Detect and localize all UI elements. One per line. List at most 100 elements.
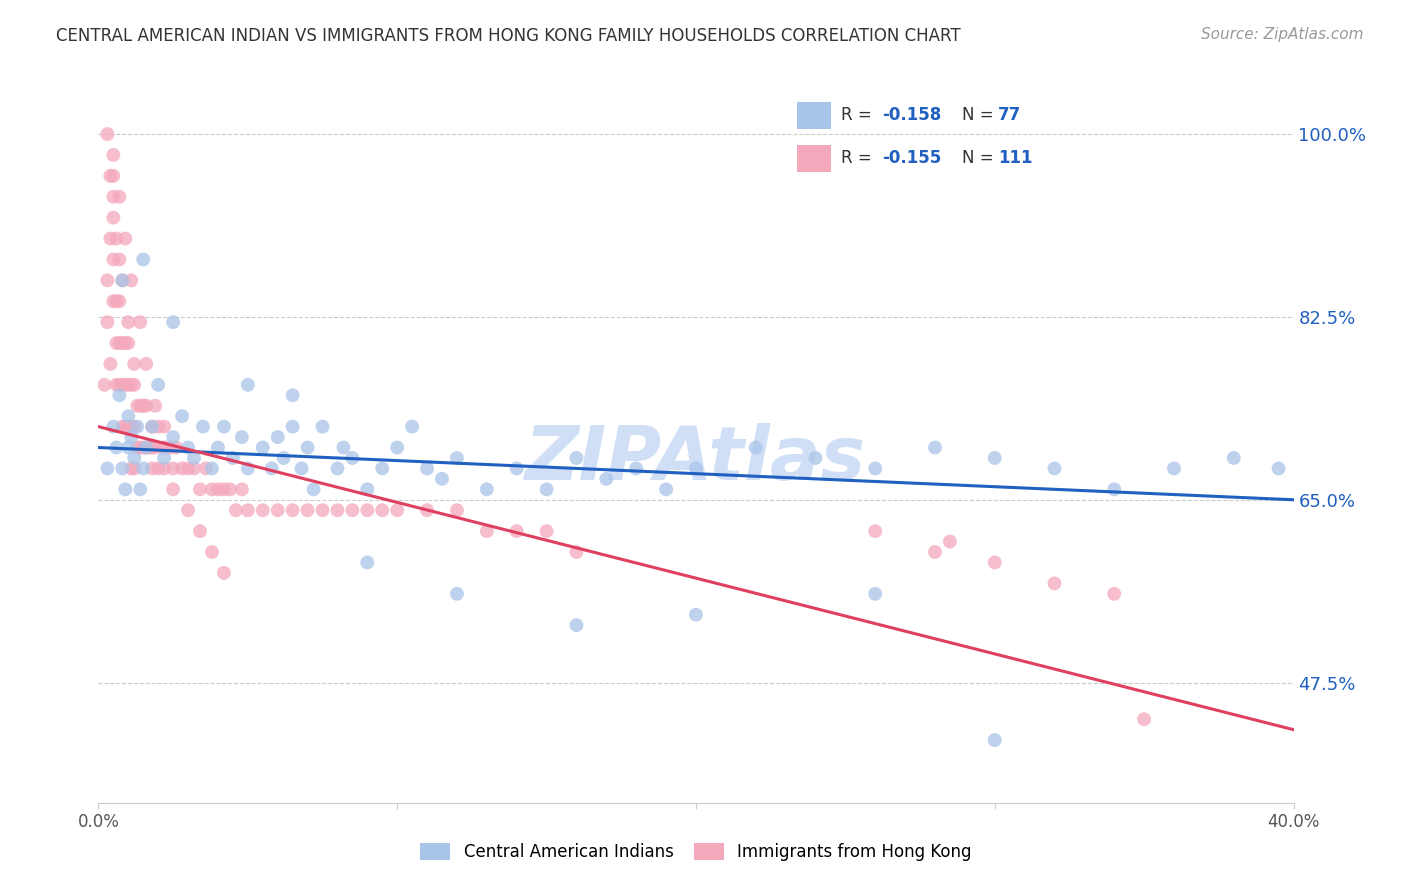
Point [111,273,134,287]
Point [252,441,274,455]
Point [356,483,378,497]
Point [120,273,142,287]
Point [231,430,253,444]
Point [148,419,170,434]
Point [565,450,588,465]
Point [103,252,125,267]
Point [231,483,253,497]
Point [103,294,125,309]
Point [939,534,962,549]
Point [267,503,290,517]
Point [172,461,194,475]
Point [297,441,319,455]
Point [124,357,146,371]
Point [446,587,468,601]
Point [124,419,146,434]
Point [536,483,558,497]
Point [446,503,468,517]
Point [1267,461,1289,475]
Point [117,315,139,329]
Point [117,419,139,434]
Point [188,483,211,497]
Point [132,441,155,455]
Point [111,273,134,287]
Text: 77: 77 [998,106,1021,124]
Point [143,399,166,413]
Point [129,441,152,455]
Point [371,503,394,517]
Point [311,503,333,517]
Point [103,148,125,162]
Point [302,483,325,497]
Point [416,461,439,475]
Point [626,461,648,475]
Point [281,419,304,434]
Point [153,450,176,465]
Point [326,461,349,475]
Point [222,450,245,465]
Point [103,169,125,183]
Point [745,441,768,455]
Point [117,441,139,455]
Point [117,336,139,351]
Point [416,503,439,517]
Point [191,419,214,434]
Point [132,252,155,267]
Point [162,461,184,475]
Point [1223,450,1246,465]
Point [105,441,128,455]
Point [120,419,142,434]
Point [984,733,1007,747]
Point [141,461,163,475]
Point [207,483,229,497]
Point [96,461,118,475]
Point [326,503,349,517]
Text: Source: ZipAtlas.com: Source: ZipAtlas.com [1201,27,1364,42]
Point [120,461,142,475]
Point [114,483,136,497]
Text: R =: R = [842,106,877,124]
Point [1133,712,1156,726]
Point [252,503,274,517]
Point [1043,461,1066,475]
Point [153,441,176,455]
Point [111,377,134,392]
Point [281,503,304,517]
Point [236,461,259,475]
Point [172,409,194,424]
Point [127,419,149,434]
Point [685,461,707,475]
Point [111,336,134,351]
Point [506,461,529,475]
Point [655,483,678,497]
Point [111,461,134,475]
Point [685,607,707,622]
Point [117,409,139,424]
Point [332,441,354,455]
Point [236,503,259,517]
Point [565,545,588,559]
Point [132,399,155,413]
Point [108,377,131,392]
Point [267,430,290,444]
Point [129,315,152,329]
Point [135,441,157,455]
Point [865,461,887,475]
Point [385,503,409,517]
Point [138,441,160,455]
Text: -0.158: -0.158 [882,106,941,124]
Point [105,377,128,392]
Point [98,357,122,371]
Point [475,524,498,538]
Point [984,556,1007,570]
Point [120,430,142,444]
Point [219,483,242,497]
Text: N =: N = [962,149,1000,167]
Point [311,419,333,434]
Point [148,377,170,392]
Text: CENTRAL AMERICAN INDIAN VS IMMIGRANTS FROM HONG KONG FAMILY HOUSEHOLDS CORRELATI: CENTRAL AMERICAN INDIAN VS IMMIGRANTS FR… [56,27,960,45]
Point [108,388,131,402]
Point [356,503,378,517]
Point [127,441,149,455]
Point [93,377,115,392]
